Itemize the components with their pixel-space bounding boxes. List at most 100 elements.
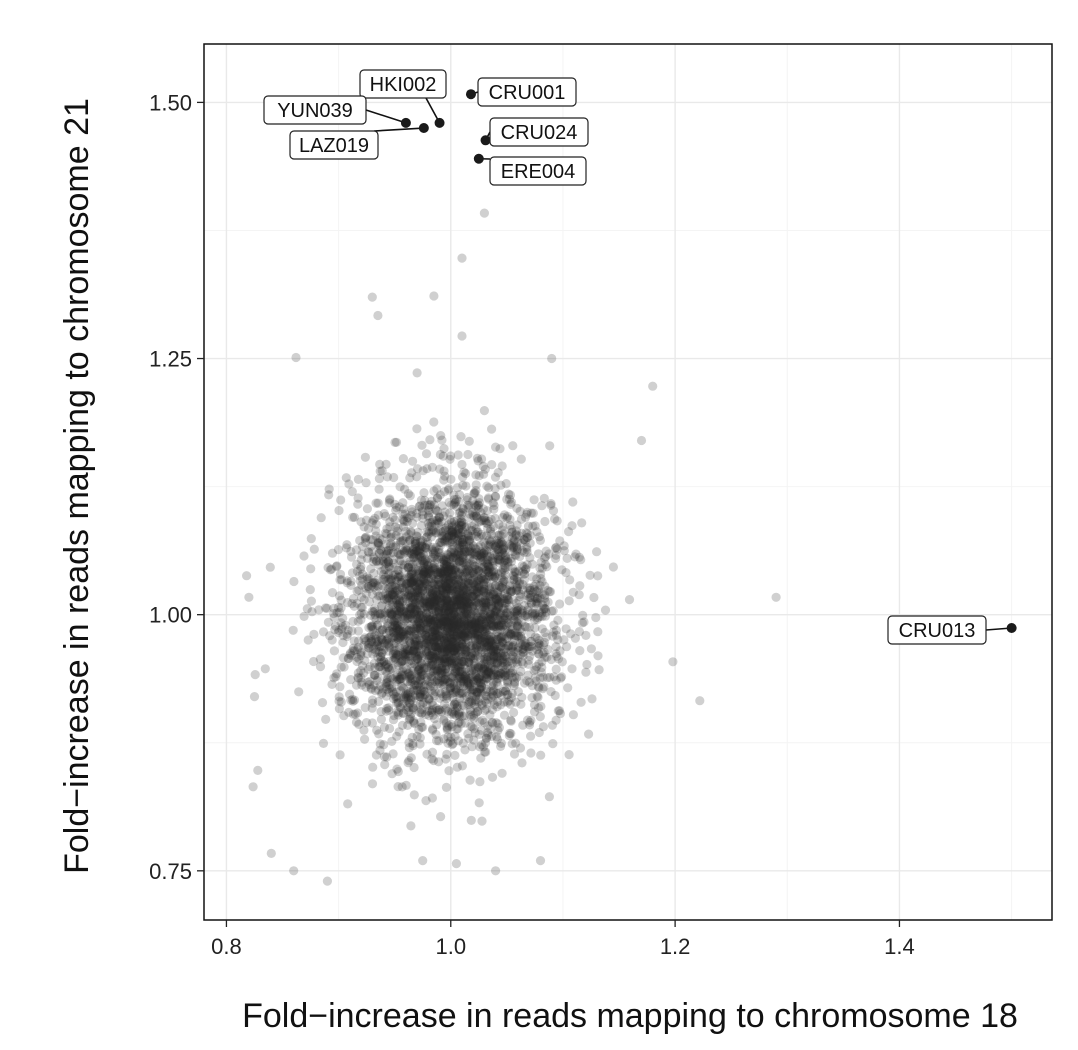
- data-point: [408, 456, 418, 466]
- data-point: [461, 561, 471, 571]
- data-point: [364, 633, 374, 643]
- data-point: [476, 529, 486, 540]
- data-point: [465, 682, 475, 692]
- data-point: [439, 555, 449, 565]
- data-point: [425, 641, 435, 651]
- data-point: [373, 310, 383, 321]
- data-point: [477, 620, 487, 630]
- highlighted-point: [418, 123, 429, 134]
- data-point: [391, 645, 401, 656]
- data-point: [442, 725, 452, 735]
- data-point: [516, 633, 526, 643]
- data-point: [429, 291, 439, 301]
- data-point: [439, 563, 449, 574]
- data-point: [581, 667, 591, 677]
- data-point: [354, 719, 364, 730]
- data-point: [522, 560, 532, 570]
- data-point: [474, 662, 484, 673]
- data-point: [504, 618, 514, 628]
- data-point: [406, 566, 416, 576]
- data-point: [530, 632, 540, 642]
- data-point: [457, 517, 467, 527]
- data-point: [416, 649, 426, 659]
- data-point: [410, 690, 420, 700]
- data-point: [387, 610, 397, 620]
- data-point: [483, 652, 493, 662]
- data-point: [507, 533, 518, 543]
- data-point: [412, 629, 422, 639]
- data-point: [395, 572, 405, 582]
- data-point: [492, 677, 502, 687]
- data-point: [570, 552, 580, 562]
- data-point: [510, 611, 520, 622]
- data-point: [433, 671, 443, 681]
- data-point: [472, 531, 482, 541]
- data-point: [370, 662, 380, 673]
- data-point: [346, 695, 356, 705]
- data-point: [370, 670, 380, 680]
- data-point: [542, 673, 553, 683]
- data-point: [337, 624, 347, 634]
- data-point: [512, 621, 523, 631]
- data-point: [537, 657, 547, 667]
- data-point: [624, 595, 635, 605]
- data-point: [442, 601, 452, 612]
- data-point: [472, 582, 482, 592]
- data-point: [419, 560, 429, 570]
- data-point: [407, 613, 417, 623]
- data-point: [386, 607, 396, 617]
- data-point: [445, 616, 455, 626]
- data-point: [438, 647, 448, 657]
- data-point: [498, 638, 508, 648]
- data-point: [429, 625, 439, 635]
- data-point: [536, 750, 546, 760]
- data-point: [454, 710, 464, 720]
- data-point: [462, 589, 472, 599]
- data-point: [405, 557, 415, 567]
- data-point: [451, 710, 461, 721]
- data-point: [462, 618, 472, 628]
- data-point: [415, 605, 425, 615]
- data-point: [504, 656, 514, 667]
- data-point: [448, 560, 458, 570]
- data-point: [400, 612, 410, 622]
- data-point: [417, 666, 427, 677]
- data-point: [463, 681, 473, 691]
- data-point: [427, 645, 437, 656]
- data-point: [482, 667, 492, 677]
- data-point: [463, 605, 473, 615]
- data-point: [439, 642, 449, 652]
- data-point: [406, 695, 416, 705]
- data-point: [441, 554, 451, 564]
- data-point: [510, 647, 520, 657]
- data-point: [533, 682, 544, 692]
- data-point: [464, 598, 474, 608]
- data-point: [471, 511, 481, 521]
- data-point: [432, 705, 443, 716]
- data-point: [425, 637, 435, 647]
- data-point: [447, 637, 457, 647]
- data-point: [391, 623, 401, 633]
- data-point: [398, 536, 408, 546]
- data-point: [479, 626, 489, 637]
- data-point: [539, 603, 549, 613]
- data-point: [481, 665, 491, 675]
- data-point: [424, 598, 435, 608]
- data-point: [478, 625, 488, 635]
- data-point: [399, 616, 410, 626]
- data-point: [544, 549, 554, 559]
- data-point: [472, 513, 482, 523]
- data-point: [432, 607, 442, 617]
- data-point: [365, 610, 376, 620]
- data-point: [477, 633, 488, 643]
- data-point: [418, 612, 428, 622]
- data-point: [477, 667, 487, 677]
- data-point: [442, 620, 452, 630]
- data-point: [409, 549, 419, 559]
- data-point: [479, 469, 489, 479]
- data-point: [442, 602, 452, 612]
- data-point: [397, 575, 407, 585]
- data-point: [486, 621, 496, 631]
- data-point: [419, 618, 429, 628]
